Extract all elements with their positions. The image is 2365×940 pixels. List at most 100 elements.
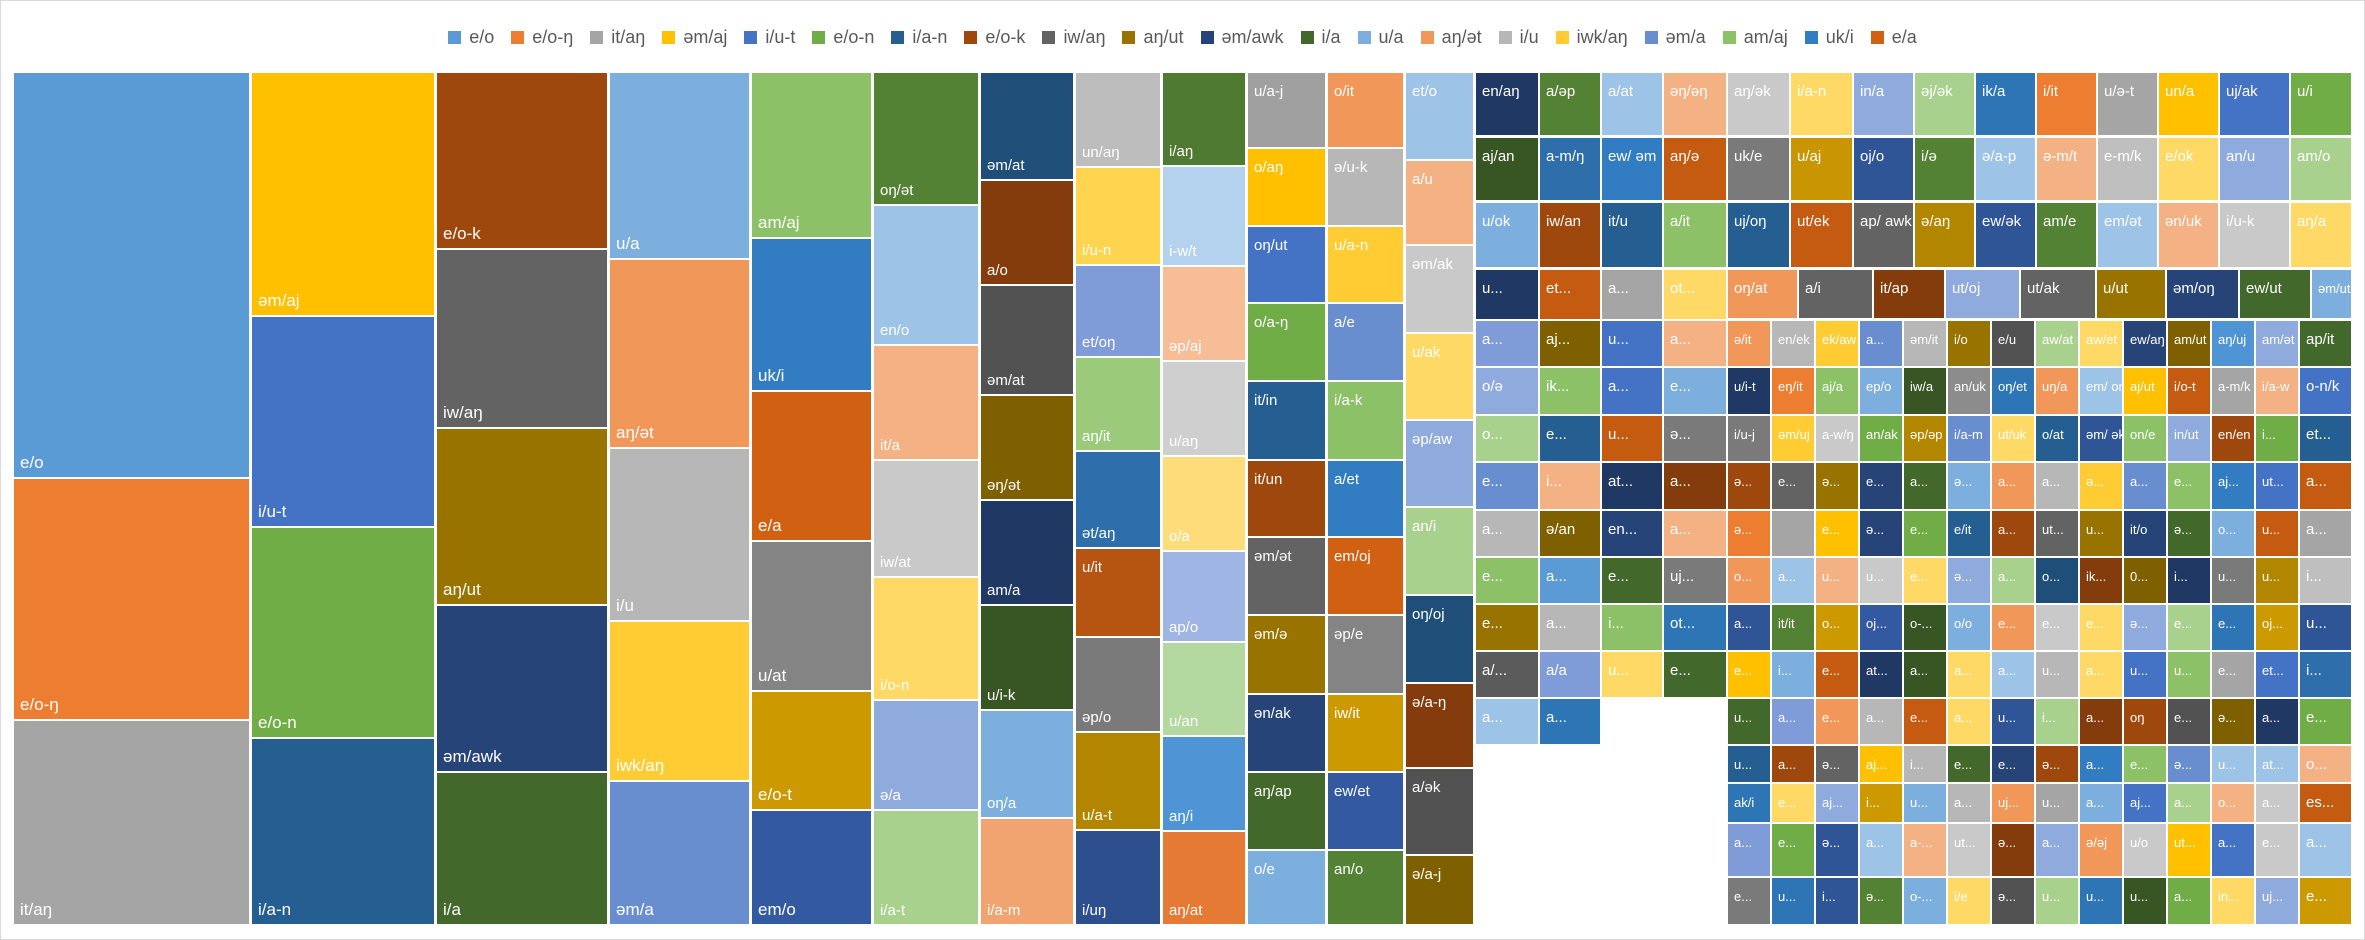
treemap-rect (1474, 201, 1540, 269)
treemap-cell: a... (2078, 744, 2124, 784)
treemap-cell: aj... (1538, 319, 1602, 368)
treemap-rect (1074, 636, 1162, 733)
treemap-rect (1902, 876, 1948, 926)
legend-item: iw/aŋ (1042, 27, 1105, 48)
treemap-cell: əp/e (1326, 614, 1405, 695)
treemap-cell: a... (1726, 603, 1772, 652)
treemap-rect (1326, 147, 1405, 227)
treemap-rect (1902, 414, 1948, 463)
treemap-cell: i/a-m (1946, 414, 1992, 463)
treemap-cell: əp/əp (1902, 414, 1948, 463)
treemap-rect (1600, 136, 1664, 202)
treemap-cell: əm/at (979, 71, 1075, 181)
treemap-rect (750, 690, 873, 811)
treemap-label: i/aŋ (1169, 143, 1193, 160)
treemap-cell: a/ək (1404, 767, 1475, 856)
treemap-label: oj... (1866, 616, 1887, 631)
treemap-cell: e... (2210, 650, 2256, 699)
treemap-rect (2166, 414, 2212, 463)
treemap-cell: əp/aw (1404, 419, 1475, 508)
treemap-cell: aj... (2210, 461, 2256, 511)
treemap-label: a/u (1412, 171, 1433, 188)
treemap-cell: o/a (1161, 455, 1247, 552)
treemap-label: ə... (1998, 835, 2016, 850)
treemap-cell: o/aŋ (1246, 147, 1327, 227)
treemap-cell: u/aj (1789, 136, 1854, 202)
legend-item: e/o (448, 27, 494, 48)
treemap-cell: ə... (1946, 556, 1992, 605)
legend-item: aŋ/ət (1420, 27, 1482, 48)
treemap-cell: o... (1726, 556, 1772, 605)
treemap-cell: ə/əj (2078, 822, 2124, 878)
treemap-label: u... (2218, 757, 2236, 772)
treemap-cell: am/e (2035, 201, 2098, 269)
treemap-rect (1852, 71, 1915, 137)
treemap-rect (1872, 268, 1946, 320)
treemap-label: ut... (2042, 522, 2064, 537)
treemap-cell: aŋ/a (2289, 201, 2353, 269)
legend-item: e/a (1870, 27, 1917, 48)
treemap-cell: aŋ/it (1074, 356, 1162, 452)
treemap-rect (1074, 71, 1162, 168)
treemap-cell: ap/o (1161, 550, 1247, 643)
legend-label: iw/aŋ (1063, 26, 1106, 47)
treemap-rect (1662, 414, 1728, 463)
treemap-label: a... (1546, 709, 1567, 726)
treemap-label: aŋ/ut (443, 580, 481, 599)
treemap-label: e... (2174, 710, 2192, 725)
treemap-cell: o/at (2034, 414, 2080, 463)
treemap-cell: əm/ut (2310, 268, 2353, 320)
treemap-cell: u/an (1161, 641, 1247, 737)
treemap-cell: i... (2166, 556, 2212, 605)
treemap-rect (2034, 414, 2080, 463)
treemap-cell: e... (2254, 822, 2300, 878)
treemap-cell: e... (1814, 650, 1860, 699)
treemap-label: it/it (1778, 616, 1795, 631)
treemap-cell: aŋ/ət (608, 258, 751, 449)
treemap-cell: ə... (2122, 603, 2168, 652)
treemap-cell: en/ek (1770, 319, 1816, 368)
treemap-label: o... (2306, 756, 2327, 773)
legend-label: i/u (1519, 26, 1539, 47)
treemap-cell: u... (2122, 650, 2168, 699)
treemap-rect (2254, 556, 2300, 605)
treemap-rect (1538, 697, 1602, 746)
treemap-rect (1814, 697, 1860, 746)
treemap-cell: ə... (2166, 744, 2212, 784)
treemap-cell: a... (2166, 782, 2212, 824)
treemap-cell: e... (1902, 556, 1948, 605)
treemap-cell: am/aj (750, 71, 873, 239)
treemap-label: a... (1866, 332, 1884, 347)
treemap-label: e... (1482, 568, 1503, 585)
treemap-cell: u... (1858, 556, 1904, 605)
treemap-cell: u... (2034, 876, 2080, 926)
treemap-label: i/it (2043, 83, 2059, 100)
treemap-label: a... (1608, 378, 1629, 395)
treemap-rect (1814, 822, 1860, 878)
treemap-rect (2122, 556, 2168, 605)
treemap-rect (872, 204, 980, 346)
treemap-cell: am/ut (2166, 319, 2212, 368)
treemap-cell: u/a-j (1246, 71, 1327, 149)
treemap-label: a/əp (1546, 83, 1575, 100)
treemap-cell: i/o (1946, 319, 1992, 368)
treemap-rect (2210, 509, 2256, 558)
treemap-label: i/ə (1921, 148, 1937, 165)
treemap-label: em/o (758, 900, 796, 919)
treemap-rect (1990, 319, 2036, 368)
treemap-cell: ə... (1814, 461, 1860, 511)
treemap-rect (12, 477, 251, 721)
treemap-label: əm/at (987, 372, 1025, 389)
treemap-label: o... (1822, 616, 1840, 631)
legend-swatch (1200, 30, 1214, 44)
treemap-label: əp/əp (1910, 427, 1943, 442)
treemap-rect (1404, 854, 1475, 926)
treemap-label: i/e (1954, 889, 1968, 904)
legend-item: u/a (1357, 27, 1404, 48)
treemap-cell: əp/o (1074, 636, 1162, 733)
treemap-cell: e... (2166, 603, 2212, 652)
treemap-cell: əm/ə (1246, 614, 1327, 695)
treemap-cell: ew/ək (1974, 201, 2037, 269)
treemap-rect (2096, 201, 2159, 269)
treemap-rect (2035, 136, 2098, 202)
